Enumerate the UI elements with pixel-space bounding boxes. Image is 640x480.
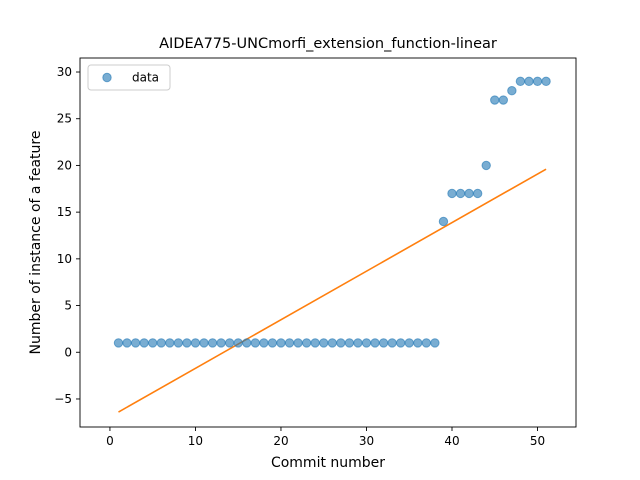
y-tick-label: 15 — [57, 205, 72, 219]
data-point — [310, 338, 320, 348]
data-point — [122, 338, 132, 348]
data-point — [233, 338, 243, 348]
data-layer — [113, 76, 551, 413]
data-point — [387, 338, 397, 348]
legend: data — [87, 64, 171, 91]
data-point — [165, 338, 175, 348]
y-tick-label: 20 — [57, 158, 72, 172]
data-point — [293, 338, 303, 348]
y-tick-label: 25 — [57, 112, 72, 126]
data-point — [361, 338, 372, 348]
x-axis-title: Commit number — [271, 455, 385, 471]
data-point — [404, 338, 414, 348]
data-point — [498, 95, 509, 105]
axes-frame — [79, 57, 577, 428]
data-point — [344, 338, 355, 348]
data-point — [413, 338, 423, 348]
fit-line — [118, 168, 547, 413]
plot-area — [79, 57, 577, 428]
data-point — [182, 338, 192, 348]
data-point — [353, 338, 363, 348]
data-point — [541, 76, 551, 87]
data-point — [455, 188, 466, 199]
data-point — [113, 338, 124, 348]
data-point — [490, 95, 500, 105]
x-tick-label: 0 — [106, 434, 114, 448]
data-point — [267, 338, 278, 348]
y-axis-title: Number of instance of a feature — [28, 131, 44, 355]
data-point — [224, 338, 235, 348]
data-point — [524, 76, 534, 87]
chart-title: AIDEA775-UNCmorfi_extension_function-lin… — [159, 36, 497, 52]
data-point — [156, 338, 166, 348]
y-axis: −5 0 5 10 15 20 25 30 — [54, 65, 80, 406]
data-point — [395, 338, 406, 348]
data-point — [147, 338, 158, 348]
data-point — [532, 76, 543, 87]
data-point — [319, 338, 329, 348]
data-point — [276, 338, 286, 348]
data-point — [464, 188, 474, 199]
data-point — [438, 216, 449, 227]
x-axis: 0 10 20 30 40 50 — [106, 427, 545, 448]
data-point — [421, 338, 432, 348]
data-point — [327, 338, 337, 348]
x-tick-label: 40 — [444, 434, 459, 448]
legend-box — [87, 64, 171, 91]
data-point — [259, 338, 269, 348]
data-point — [515, 76, 526, 87]
data-point — [242, 338, 252, 348]
data-point — [301, 338, 312, 348]
data-point — [250, 338, 261, 348]
x-tick-label: 20 — [273, 434, 288, 448]
x-tick-label: 10 — [188, 434, 203, 448]
y-tick-label: 30 — [57, 65, 72, 79]
data-point — [370, 338, 380, 348]
data-point — [190, 338, 201, 348]
data-point — [173, 338, 184, 348]
legend-marker — [102, 72, 112, 83]
data-point — [378, 338, 389, 348]
data-point — [284, 338, 295, 348]
data-point — [430, 338, 440, 348]
data-point — [472, 188, 483, 199]
data-point — [207, 338, 218, 348]
data-point — [130, 338, 141, 348]
data-point — [507, 86, 517, 96]
x-tick-label: 30 — [359, 434, 374, 448]
x-tick-label: 50 — [530, 434, 545, 448]
data-point — [216, 338, 226, 348]
y-tick-label: 10 — [57, 252, 72, 266]
data-point — [199, 338, 209, 348]
y-tick-label: −5 — [54, 392, 72, 406]
data-point — [336, 338, 346, 348]
data-point — [447, 188, 457, 199]
data-point — [481, 160, 491, 171]
y-tick-label: 0 — [64, 345, 72, 359]
legend-label: data — [132, 71, 159, 85]
y-tick-label: 5 — [64, 299, 72, 313]
data-point — [139, 338, 149, 348]
